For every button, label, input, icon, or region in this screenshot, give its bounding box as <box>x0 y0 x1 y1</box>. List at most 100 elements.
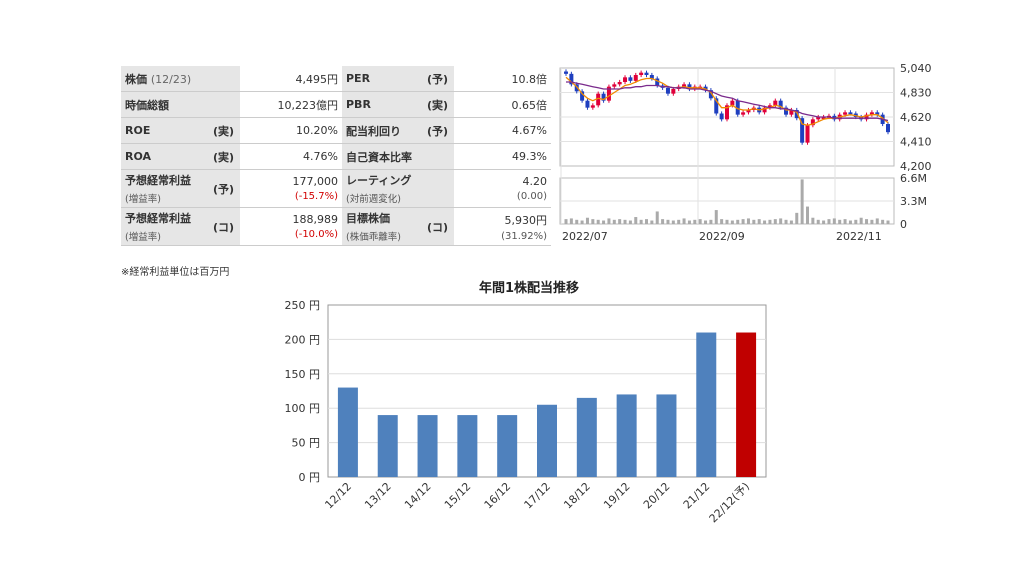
stat-value: 0.65倍 <box>454 91 551 118</box>
stats-row: 予想経常利益 (増益率) (予) 177,000 (-15.7%) レーティング (対前週変… <box>121 169 551 208</box>
volume-bar <box>602 220 606 224</box>
volume-bar <box>677 219 681 224</box>
candle-body <box>682 84 687 87</box>
candle-body <box>821 117 826 119</box>
volume-bar <box>650 220 654 224</box>
stat-label: 自己資本比率 <box>342 143 422 170</box>
stat-tag <box>422 143 454 170</box>
stat-value: 49.3% <box>454 143 551 170</box>
stat-value-text: 4.67% <box>512 124 547 137</box>
price-tick-label: 5,040 <box>900 62 932 75</box>
volume-bar <box>784 219 788 224</box>
candle-body <box>800 118 805 143</box>
stats-row: ROE (実) 10.20% 配当利回り (予) 4.67% <box>121 117 551 144</box>
candle-body <box>741 112 746 115</box>
volume-tick-label: 6.6M <box>900 172 927 185</box>
candle-body <box>708 90 713 99</box>
forecast-dividend-bar <box>736 332 757 477</box>
stats-row: 時価総額 10,223億円 PBR (実) 0.65倍 <box>121 91 551 118</box>
volume-bar <box>843 219 847 224</box>
volume-bar <box>596 219 600 224</box>
y-tick-label: 250 円 <box>285 299 321 312</box>
volume-bar <box>639 219 643 224</box>
candle-body <box>580 91 585 101</box>
date-tick-label: 2022/11 <box>836 230 882 242</box>
date-tick-label: 2022/07 <box>562 230 608 242</box>
stat-label-text: ROE <box>125 124 151 137</box>
stat-value-text: 4,495円 <box>295 72 339 86</box>
x-tick-label: 22/12(予) <box>707 480 752 525</box>
candle-body <box>671 89 676 94</box>
candle-body <box>644 72 649 75</box>
x-tick-label: 13/12 <box>362 480 394 512</box>
stat-label-text: 配当利回り <box>346 124 401 138</box>
stat-label-sub: (増益率) <box>125 194 161 205</box>
volume-bar <box>655 211 659 224</box>
stat-tag: (実) <box>191 117 240 144</box>
y-tick-label: 200 円 <box>285 333 321 346</box>
price-tick-label: 4,830 <box>900 87 932 100</box>
stat-value-text: 5,930円 <box>504 213 548 227</box>
candle-body <box>784 107 789 115</box>
stat-value-sub: (-15.7%) <box>294 191 338 202</box>
stat-tag: (実) <box>191 143 240 170</box>
stat-value-sub: (0.00) <box>516 191 547 202</box>
candle-body <box>596 93 601 106</box>
volume-bar <box>645 219 648 224</box>
dividend-bar <box>337 387 358 477</box>
volume-bar <box>580 220 584 224</box>
candle-body <box>623 77 628 82</box>
stat-label-text: 予想経常利益 <box>125 212 191 225</box>
stat-value: 10.20% <box>240 117 342 144</box>
stat-value-text: 0.65倍 <box>511 98 548 112</box>
candle-body <box>794 110 799 119</box>
candle-body <box>719 113 724 120</box>
volume-bar <box>870 219 874 224</box>
candle-body <box>869 112 874 115</box>
stock-stats-table: 株価 (12/23) 4,495円 PER (予) 10.8倍 時価総額 10,223億円 P… <box>121 66 551 246</box>
stat-tag: (予) <box>422 66 454 92</box>
stat-tag: (予) <box>191 169 240 208</box>
stat-label-text: PER <box>346 72 371 85</box>
candle-body <box>886 124 890 133</box>
volume-bar <box>800 179 804 224</box>
volume-bar <box>714 210 718 224</box>
dividend-bar-chart: 年間1株配当推移 250 円 200 円 150 円 100 円 50 円 0 円12/12… <box>285 280 767 525</box>
stat-tag-text: (実) <box>426 98 448 112</box>
candle-body <box>778 100 783 108</box>
volume-bar <box>746 218 750 224</box>
stat-label-text: 予想経常利益 <box>125 174 191 187</box>
stat-label-sub: (増益率) <box>125 232 161 243</box>
candle-body <box>735 100 740 115</box>
candle-body <box>875 112 880 115</box>
volume-bar <box>865 219 869 224</box>
stat-label: 株価 (12/23) <box>121 66 191 92</box>
volume-bar <box>564 219 568 224</box>
volume-bar <box>741 219 745 224</box>
stat-tag-text: (実) <box>212 124 234 138</box>
volume-bar <box>661 219 665 224</box>
stat-value: 188,989 (-10.0%) <box>240 207 342 246</box>
candle-body <box>714 98 719 114</box>
x-tick-label: 18/12 <box>561 480 593 512</box>
stat-value-text: 10.20% <box>296 124 338 137</box>
x-tick-label: 15/12 <box>442 480 474 512</box>
volume-bar <box>591 219 595 224</box>
candle-body <box>590 105 595 108</box>
candle-body <box>585 100 590 108</box>
profit-unit-note: ※経常利益単位は百万円 <box>121 267 230 278</box>
volume-bar <box>752 219 756 224</box>
price-tick-label: 4,620 <box>900 111 932 124</box>
stat-tag-text: (コ) <box>212 220 234 234</box>
price-tick-label: 4,200 <box>900 160 932 173</box>
volume-bar <box>585 217 589 224</box>
candle-body <box>655 78 660 86</box>
stat-value-sub: (31.92%) <box>501 230 547 242</box>
x-tick-label: 16/12 <box>482 480 514 512</box>
volume-tick-label: 0 <box>900 218 907 231</box>
stat-value-text: 4.20 <box>522 175 548 188</box>
candle-body <box>612 84 617 87</box>
stat-tag <box>191 66 240 92</box>
dividend-bar <box>417 415 438 477</box>
